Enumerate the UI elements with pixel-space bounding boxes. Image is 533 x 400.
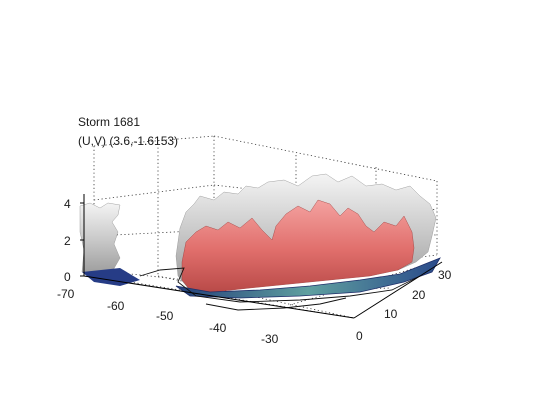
y-tick-labels: 0 10 20 30 <box>356 268 452 343</box>
z-tick-label: 0 <box>64 270 71 284</box>
chart-title: Storm 1681 <box>78 115 140 129</box>
chart-subtitle: (U,V) (3.6,-1.6153) <box>78 134 178 148</box>
base-contour <box>82 257 441 311</box>
axes <box>80 194 443 319</box>
x-tick-labels: -70 -60 -50 -40 -30 <box>57 287 279 346</box>
z-tick-labels: 0 2 4 <box>64 197 71 284</box>
x-tick-label: -40 <box>209 321 227 335</box>
y-tick-label: 0 <box>356 329 363 343</box>
x-tick-label: -60 <box>107 299 125 313</box>
y-tick-label: 20 <box>412 288 426 302</box>
z-tick-label: 4 <box>64 197 71 211</box>
y-tick-label: 10 <box>384 307 398 321</box>
z-tick-label: 2 <box>64 234 71 248</box>
x-tick-label: -70 <box>57 287 75 301</box>
x-tick-label: -50 <box>156 309 174 323</box>
y-tick-label: 30 <box>438 268 452 282</box>
inner-isosurface <box>181 199 415 293</box>
x-tick-label: -30 <box>261 332 279 346</box>
